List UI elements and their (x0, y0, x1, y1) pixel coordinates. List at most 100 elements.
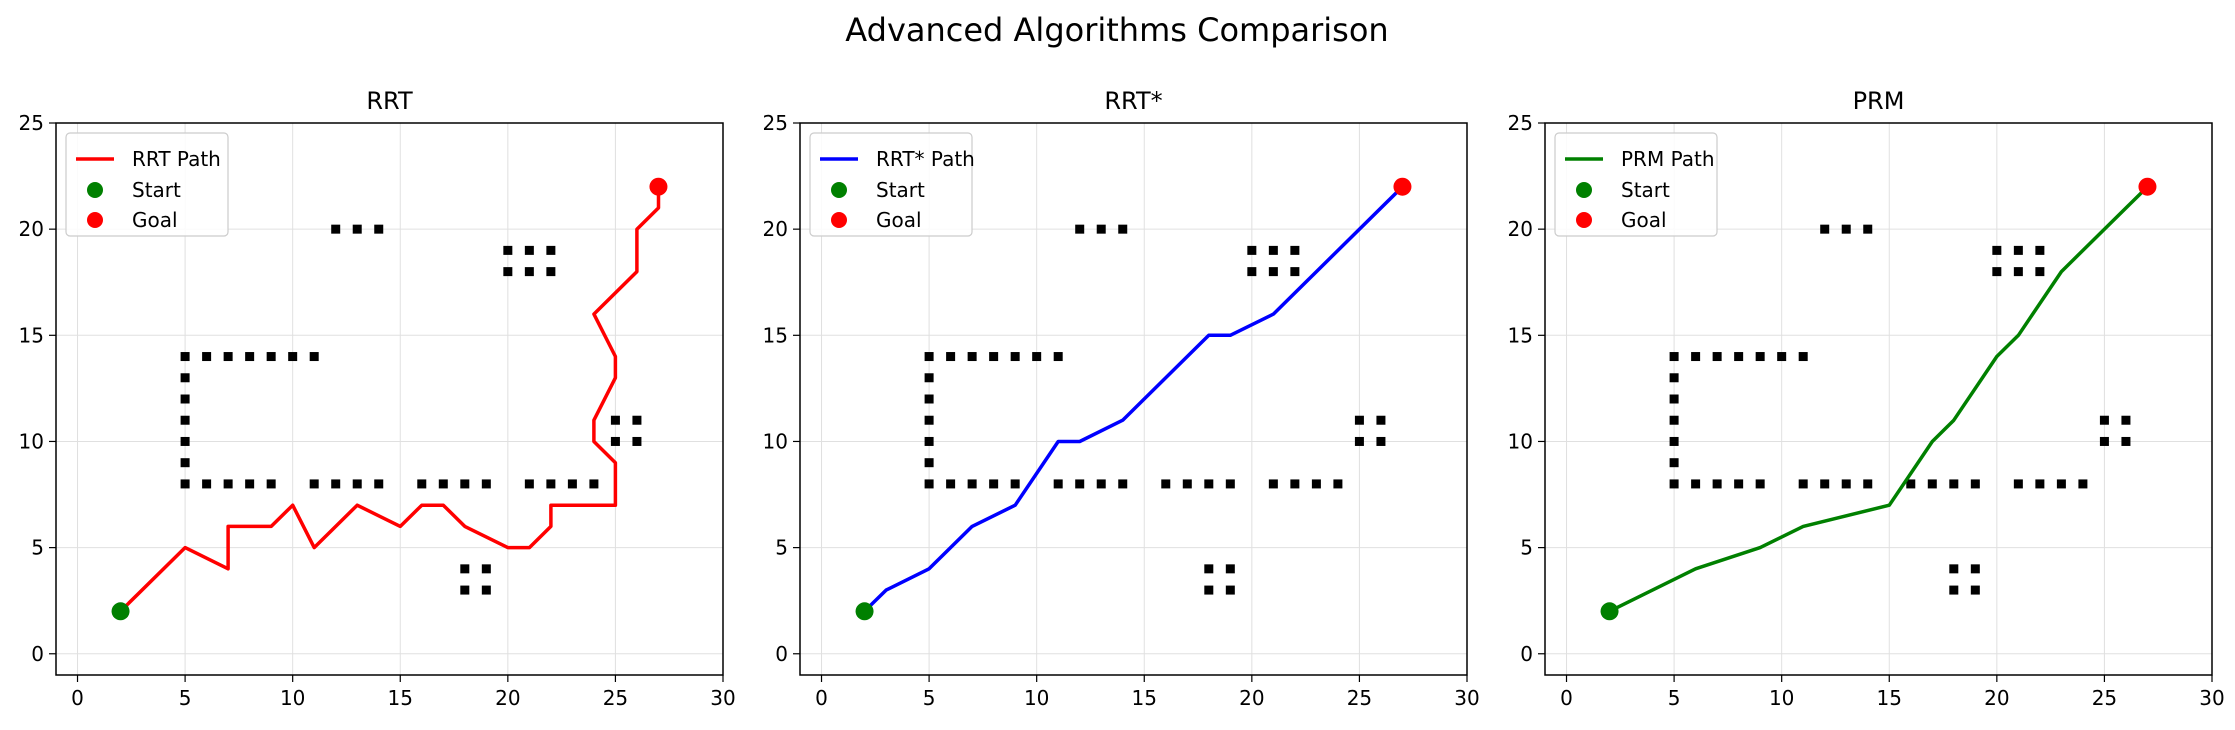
obstacle-marker (1669, 394, 1679, 404)
legend-goal-swatch (831, 212, 847, 228)
y-tick-label: 0 (31, 642, 44, 666)
obstacle-marker (546, 267, 556, 277)
obstacle-marker (1075, 224, 1085, 234)
panel-1: 0 5 10 15 20 25 30 0 5 10 15 20 25 RRT* RRT* Path Start… (763, 87, 1480, 710)
y-tick-label: 0 (775, 642, 788, 666)
obstacle-marker (1204, 585, 1214, 595)
panel-2: 0 5 10 15 20 25 30 0 5 10 15 20 25 PRM PRM Path Start Go… (1508, 87, 2225, 710)
obstacle-marker (1118, 224, 1128, 234)
obstacle-marker (180, 436, 190, 446)
legend-start-swatch (1576, 182, 1592, 198)
obstacle-marker (1053, 352, 1063, 362)
obstacle-marker (1204, 479, 1214, 489)
obstacle-marker (266, 352, 276, 362)
y-tick-label: 20 (763, 217, 788, 241)
obstacle-marker (374, 479, 384, 489)
obstacle-marker (1182, 479, 1192, 489)
obstacle-marker (924, 479, 934, 489)
obstacle-marker (1247, 267, 1257, 277)
obstacle-marker (524, 267, 534, 277)
obstacle-marker (2013, 479, 2023, 489)
obstacle-marker (2099, 436, 2109, 446)
obstacle-marker (1354, 415, 1364, 425)
obstacle-marker (1798, 352, 1808, 362)
obstacle-marker (1268, 267, 1278, 277)
legend: PRM Path Start Goal (1554, 132, 1718, 237)
obstacle-marker (1863, 224, 1873, 234)
obstacle-marker (924, 458, 934, 468)
figure-suptitle: Advanced Algorithms Comparison (845, 11, 1388, 49)
obstacle-marker (924, 394, 934, 404)
x-tick-label: 30 (710, 686, 735, 710)
obstacle-marker (481, 564, 491, 574)
legend-label: Start (876, 178, 925, 202)
obstacle-marker (924, 352, 934, 362)
obstacle-marker (1204, 564, 1214, 574)
y-tick-label: 20 (19, 217, 44, 241)
obstacle-marker (567, 479, 577, 489)
obstacle-marker (1970, 479, 1980, 489)
axes-frame (55, 122, 724, 676)
x-tick-label: 20 (495, 686, 520, 710)
x-tick-label: 20 (1984, 686, 2009, 710)
obstacle-marker (438, 479, 448, 489)
x-tick-label: 20 (1239, 686, 1264, 710)
legend-label: PRM Path (1621, 147, 1715, 171)
legend: RRT* Path Start Goal (809, 132, 975, 237)
obstacle-marker (1096, 224, 1106, 234)
obstacle-marker (180, 352, 190, 362)
obstacle-marker (2035, 479, 2045, 489)
obstacle-marker (1247, 245, 1257, 255)
obstacle-marker (1755, 479, 1765, 489)
obstacle-marker (1669, 436, 1679, 446)
obstacle-marker (1669, 458, 1679, 468)
panel-title: RRT (366, 87, 413, 115)
y-tick-label: 25 (1508, 111, 1533, 135)
y-tick-label: 25 (763, 111, 788, 135)
obstacle-marker (331, 479, 341, 489)
panel-title: RRT* (1104, 87, 1162, 115)
legend: RRT Path Start Goal (65, 132, 229, 237)
axes-frame (1544, 122, 2213, 676)
obstacle-marker (1669, 373, 1679, 383)
x-tick-label: 25 (603, 686, 628, 710)
x-tick-label: 30 (2199, 686, 2224, 710)
obstacle-marker (481, 479, 491, 489)
obstacle-marker (1376, 415, 1386, 425)
panel-title: PRM (1853, 87, 1905, 115)
path-line (1608, 185, 2149, 613)
x-tick-label: 0 (71, 686, 84, 710)
obstacle-marker (546, 479, 556, 489)
obstacle-marker (924, 415, 934, 425)
legend-label: Start (132, 178, 181, 202)
y-tick-label: 20 (1508, 217, 1533, 241)
obstacle-marker (1118, 479, 1128, 489)
goal-point (2138, 177, 2157, 196)
legend-start-swatch (831, 182, 847, 198)
obstacle-marker (1268, 245, 1278, 255)
obstacle-marker (180, 415, 190, 425)
obstacle-marker (946, 479, 956, 489)
panel-0: 0 5 10 15 20 25 30 0 5 10 15 20 25 RRT RRT Path Start Go… (19, 87, 736, 710)
y-tick-label: 5 (1520, 536, 1533, 560)
obstacle-marker (309, 352, 319, 362)
x-tick-label: 5 (1668, 686, 1681, 710)
obstacle-marker (1333, 479, 1343, 489)
obstacle-marker (1734, 352, 1744, 362)
obstacle-marker (460, 479, 470, 489)
obstacle-marker (1010, 479, 1020, 489)
obstacle-marker (610, 436, 620, 446)
obstacle-marker (245, 352, 255, 362)
y-tick-label: 5 (31, 536, 44, 560)
legend-goal-swatch (87, 212, 103, 228)
obstacle-marker (1712, 352, 1722, 362)
obstacle-marker (331, 224, 341, 234)
y-tick-label: 5 (775, 536, 788, 560)
obstacle-marker (1669, 479, 1679, 489)
obstacle-marker (1777, 352, 1787, 362)
obstacle-marker (589, 479, 599, 489)
y-tick-label: 10 (1508, 429, 1533, 453)
legend-start-swatch (87, 182, 103, 198)
y-tick-label: 0 (1520, 642, 1533, 666)
